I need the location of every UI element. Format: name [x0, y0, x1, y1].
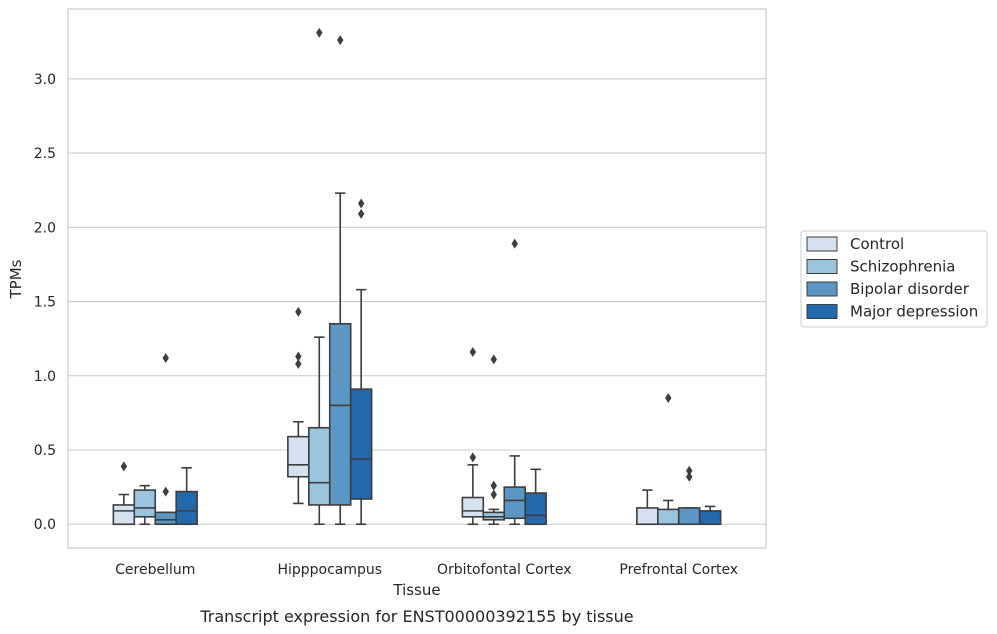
outlier-point	[665, 393, 672, 404]
outlier-point	[686, 471, 693, 482]
box-group	[349, 198, 373, 526]
box-iqr	[657, 508, 680, 526]
box-iqr	[461, 496, 485, 518]
box-iqr	[308, 426, 331, 506]
box-iqr	[133, 489, 157, 518]
box-iqr	[112, 504, 136, 526]
y-tick-label: 2.0	[34, 220, 56, 236]
box-group	[657, 393, 680, 526]
box-group	[287, 306, 310, 505]
y-tick-label: 1.0	[34, 369, 56, 385]
outlier-point	[511, 238, 518, 249]
legend-label: Schizophrenia	[850, 258, 955, 276]
x-tick-label: Hipppocampus	[277, 562, 382, 578]
box-iqr	[349, 388, 373, 500]
x-axis-label: Tissue	[392, 581, 440, 599]
outlier-point	[469, 452, 477, 463]
box-group	[503, 238, 526, 526]
legend-swatch	[806, 259, 838, 274]
box-iqr	[636, 507, 659, 526]
outlier-point	[357, 198, 365, 209]
box-group	[461, 347, 485, 526]
box-iqr	[287, 435, 310, 478]
outlier-point	[469, 347, 477, 357]
box-group	[698, 505, 722, 526]
outlier-point	[162, 352, 169, 363]
box-iqr	[154, 511, 177, 526]
outlier-point	[686, 465, 693, 476]
box-group	[524, 468, 547, 526]
y-tick-label: 3.0	[34, 72, 56, 88]
outlier-point	[316, 27, 323, 38]
box-group	[175, 467, 198, 526]
x-tick-label: Orbitofontal Cortex	[437, 562, 572, 578]
box-group	[154, 352, 177, 526]
y-tick-label: 2.5	[34, 146, 56, 162]
box-group	[133, 484, 157, 526]
box-iqr	[524, 492, 547, 526]
y-axis-label: TPMs	[7, 259, 25, 299]
outlier-point	[490, 480, 497, 491]
legend-label: Major depression	[850, 303, 978, 321]
box-iqr	[698, 510, 722, 526]
y-tick-label: 0.0	[34, 517, 56, 533]
boxes	[112, 27, 722, 526]
outlier-point	[120, 461, 128, 472]
box-iqr	[328, 322, 352, 506]
gridlines	[68, 78, 766, 525]
outlier-point	[295, 351, 302, 362]
legend-frame	[800, 230, 988, 328]
plot-frame	[67, 8, 767, 549]
legend-label: Bipolar disorder	[850, 280, 970, 298]
chart-caption: Transcript expression for ENST0000039215…	[199, 607, 633, 626]
outlier-point	[357, 208, 365, 219]
box-iqr	[503, 486, 526, 520]
x-tick-labels: Cerebellum Hipppocampus Orbitofontal Corte…	[115, 562, 738, 578]
y-tick-labels: 0.0 0.5 1.0 1.5 2.0 2.5 3.0	[34, 72, 56, 533]
outlier-point	[490, 489, 497, 500]
box-group	[677, 465, 701, 526]
outlier-point	[162, 486, 169, 497]
y-tick-label: 0.5	[34, 443, 56, 459]
outlier-point	[490, 354, 497, 365]
outlier-point	[295, 358, 302, 369]
legend-swatch	[806, 281, 838, 297]
x-tick-label: Prefrontal Cortex	[619, 562, 738, 578]
box-iqr	[677, 507, 701, 526]
outlier-point	[337, 35, 344, 46]
legend-label: Control	[850, 235, 904, 253]
y-tick-label: 1.5	[34, 295, 56, 311]
legend-swatch	[806, 236, 838, 252]
outlier-point	[295, 306, 302, 317]
x-tick-label: Cerebellum	[115, 562, 195, 578]
legend-swatch	[806, 304, 838, 319]
plot-area	[68, 9, 766, 548]
box-iqr	[175, 490, 198, 526]
legend: Control Schizophrenia Bipolar disorder Majo…	[800, 230, 988, 328]
